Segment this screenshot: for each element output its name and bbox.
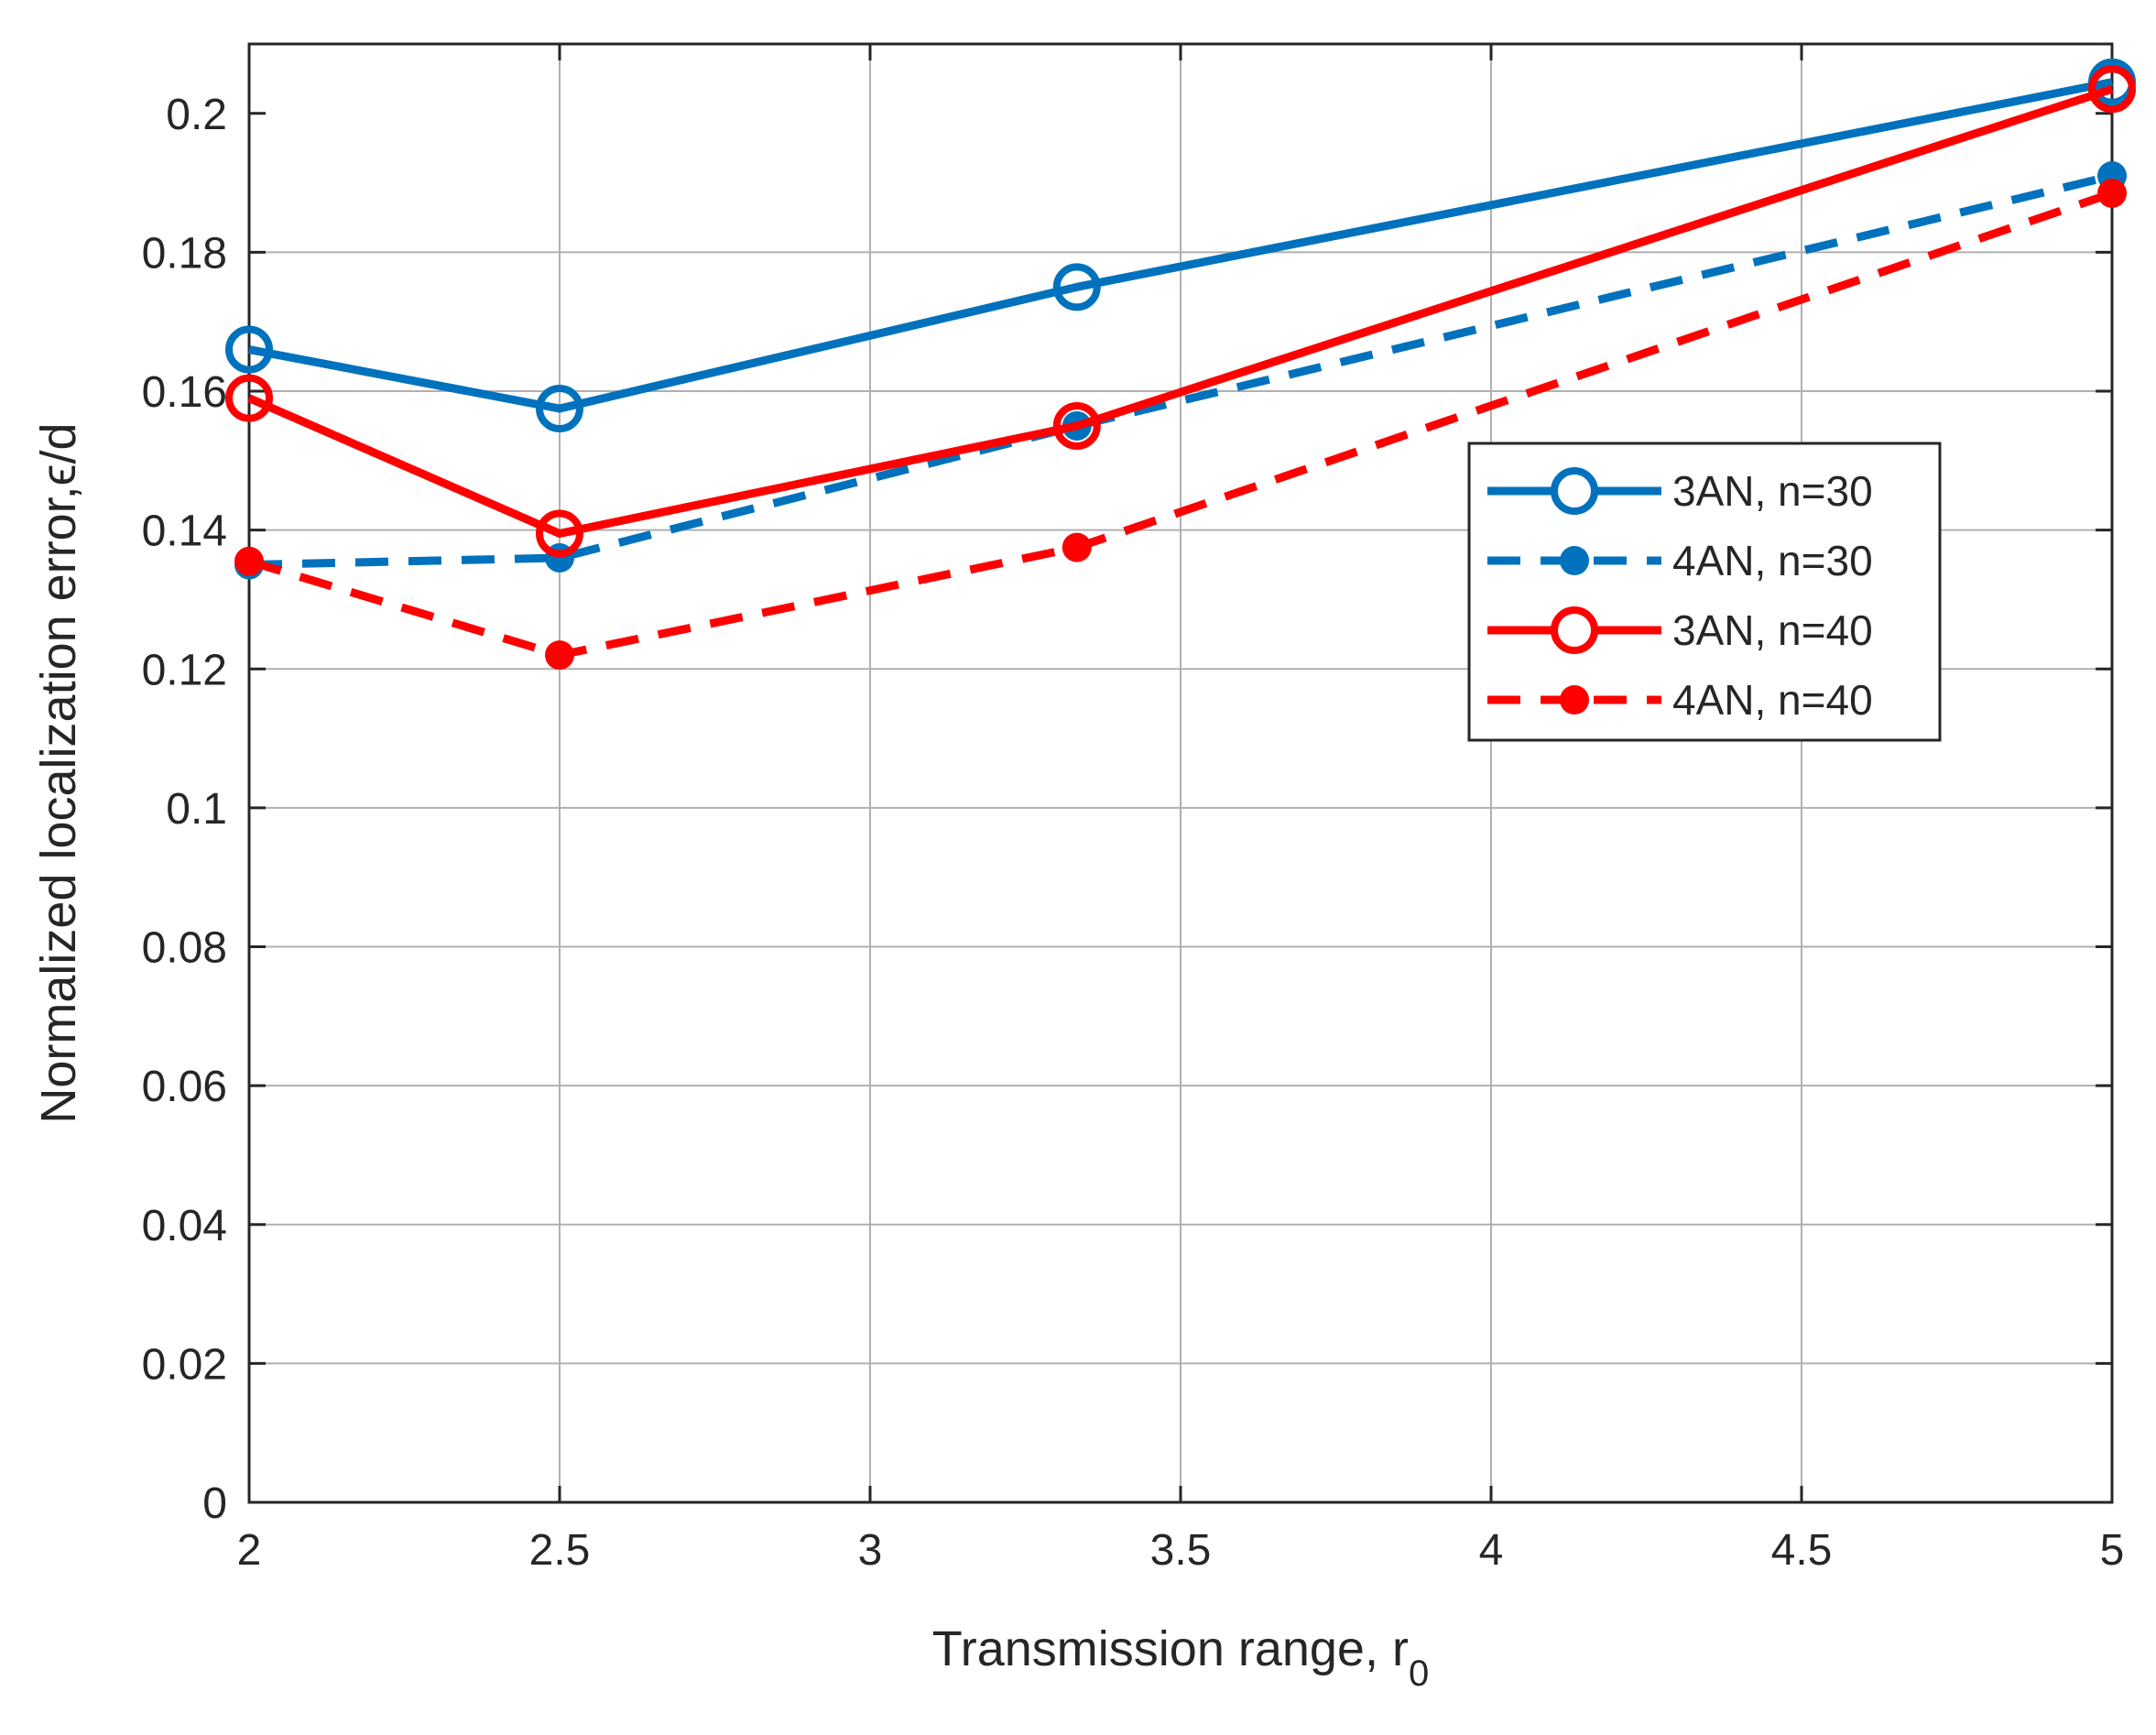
x-tick-label: 3.5 <box>1150 1526 1212 1575</box>
y-tick-label: 0.04 <box>142 1202 227 1250</box>
data-point <box>536 385 583 432</box>
legend-swatch-marker <box>1560 546 1589 575</box>
y-tick-label: 0.12 <box>142 646 227 694</box>
y-axis-title: Normalized localization error,ϵ/d <box>31 422 86 1123</box>
y-tick-label: 0.06 <box>142 1063 227 1111</box>
y-axis-title-main: Normalized localization error, <box>31 486 86 1123</box>
y-tick-label: 0.02 <box>142 1340 227 1389</box>
legend-swatch-marker <box>1560 685 1589 715</box>
series-layer <box>225 58 2136 671</box>
x-axis-title-subscript: 0 <box>1409 1653 1429 1694</box>
y-tick-label: 0.14 <box>142 507 227 556</box>
legend-label: 4AN, n=40 <box>1672 676 1873 724</box>
y-tick-label: 0.16 <box>142 368 227 417</box>
series-line <box>247 189 2114 660</box>
legend-entry: 3AN, n=30 <box>1487 467 1873 515</box>
data-point <box>1062 532 1092 562</box>
data-point <box>2088 65 2136 114</box>
y-tick-label: 0.2 <box>166 91 227 139</box>
x-tick-label: 2 <box>237 1526 262 1575</box>
y-tick-label: 0 <box>202 1479 227 1528</box>
data-point <box>545 640 574 671</box>
data-point <box>1052 401 1101 450</box>
x-tick-label: 4 <box>1479 1526 1504 1575</box>
x-tick-label: 4.5 <box>1771 1526 1833 1575</box>
legend-swatch-marker <box>1551 467 1598 515</box>
y-tick-label: 0.18 <box>142 229 227 278</box>
labels-layer: Transmission range, r0 Normalized locali… <box>31 91 2124 1694</box>
legend-entry: 4AN, n=40 <box>1487 676 1873 724</box>
data-point <box>225 325 273 374</box>
y-tick-label: 0.1 <box>166 785 227 834</box>
legend-swatch-marker <box>1551 606 1598 654</box>
legend-label: 3AN, n=30 <box>1672 467 1873 515</box>
series-4 <box>234 178 2127 671</box>
legend-label: 3AN, n=40 <box>1672 606 1873 654</box>
x-axis-title-main: Transmission range, r <box>932 1621 1409 1676</box>
data-point <box>2097 178 2127 208</box>
legend-label: 4AN, n=30 <box>1672 537 1873 584</box>
series-line <box>247 84 2114 538</box>
y-axis-title-symbol: ϵ/d <box>31 422 86 486</box>
axes-layer <box>247 42 2114 1504</box>
data-point <box>536 509 583 558</box>
legend-entry: 3AN, n=40 <box>1487 606 1873 654</box>
y-tick-label: 0.08 <box>142 924 227 973</box>
data-point <box>234 546 264 576</box>
x-axis-title: Transmission range, r0 <box>932 1621 1429 1694</box>
legend: 3AN, n=30 4AN, n=30 3AN, n=40 4AN, n=40 <box>1467 442 1942 742</box>
series-3 <box>225 65 2136 558</box>
x-tick-label: 3 <box>858 1526 883 1575</box>
series-line <box>248 78 2113 413</box>
data-point <box>1052 263 1101 311</box>
legend-entry: 4AN, n=30 <box>1487 537 1873 584</box>
x-tick-label: 2.5 <box>529 1526 591 1575</box>
x-tick-label: 5 <box>2100 1526 2125 1575</box>
data-point <box>225 374 273 422</box>
